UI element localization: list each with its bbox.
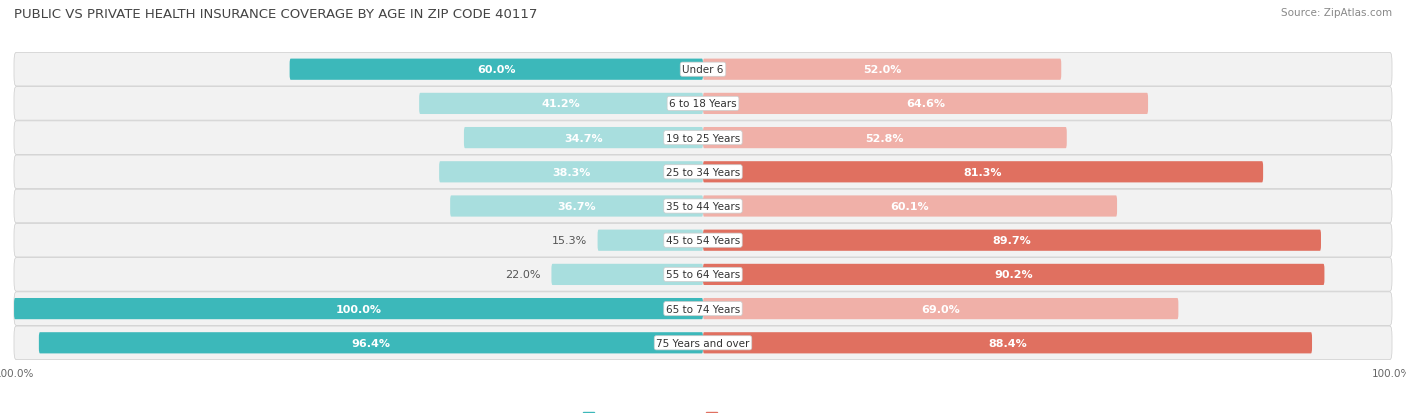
FancyBboxPatch shape xyxy=(450,196,703,217)
Text: 69.0%: 69.0% xyxy=(921,304,960,314)
Text: 22.0%: 22.0% xyxy=(506,270,541,280)
FancyBboxPatch shape xyxy=(419,94,703,115)
FancyBboxPatch shape xyxy=(703,264,1324,285)
FancyBboxPatch shape xyxy=(290,59,703,81)
Text: 45 to 54 Years: 45 to 54 Years xyxy=(666,236,740,246)
Text: 19 to 25 Years: 19 to 25 Years xyxy=(666,133,740,143)
Text: 35 to 44 Years: 35 to 44 Years xyxy=(666,202,740,211)
Text: 96.4%: 96.4% xyxy=(352,338,391,348)
Text: 34.7%: 34.7% xyxy=(564,133,603,143)
FancyBboxPatch shape xyxy=(14,88,1392,121)
FancyBboxPatch shape xyxy=(703,298,1178,319)
Text: 81.3%: 81.3% xyxy=(963,167,1002,177)
FancyBboxPatch shape xyxy=(703,94,1149,115)
Text: 75 Years and over: 75 Years and over xyxy=(657,338,749,348)
FancyBboxPatch shape xyxy=(703,196,1116,217)
FancyBboxPatch shape xyxy=(464,128,703,149)
FancyBboxPatch shape xyxy=(703,230,1322,251)
Text: 55 to 64 Years: 55 to 64 Years xyxy=(666,270,740,280)
FancyBboxPatch shape xyxy=(703,162,1263,183)
Text: 25 to 34 Years: 25 to 34 Years xyxy=(666,167,740,177)
Text: 60.1%: 60.1% xyxy=(891,202,929,211)
Text: 6 to 18 Years: 6 to 18 Years xyxy=(669,99,737,109)
Text: 41.2%: 41.2% xyxy=(541,99,581,109)
FancyBboxPatch shape xyxy=(39,332,703,354)
Text: Source: ZipAtlas.com: Source: ZipAtlas.com xyxy=(1281,8,1392,18)
Text: 60.0%: 60.0% xyxy=(477,65,516,75)
Text: 52.0%: 52.0% xyxy=(863,65,901,75)
FancyBboxPatch shape xyxy=(14,121,1392,155)
FancyBboxPatch shape xyxy=(703,128,1067,149)
Text: 90.2%: 90.2% xyxy=(994,270,1033,280)
Text: 36.7%: 36.7% xyxy=(557,202,596,211)
FancyBboxPatch shape xyxy=(14,292,1392,325)
Text: Under 6: Under 6 xyxy=(682,65,724,75)
FancyBboxPatch shape xyxy=(14,190,1392,223)
Text: 100.0%: 100.0% xyxy=(336,304,381,314)
FancyBboxPatch shape xyxy=(14,326,1392,360)
FancyBboxPatch shape xyxy=(703,59,1062,81)
Text: 38.3%: 38.3% xyxy=(553,167,591,177)
Legend: Public Insurance, Private Insurance: Public Insurance, Private Insurance xyxy=(579,408,827,413)
Text: 89.7%: 89.7% xyxy=(993,236,1032,246)
Text: 88.4%: 88.4% xyxy=(988,338,1026,348)
Text: 52.8%: 52.8% xyxy=(866,133,904,143)
FancyBboxPatch shape xyxy=(14,53,1392,87)
FancyBboxPatch shape xyxy=(439,162,703,183)
Text: 15.3%: 15.3% xyxy=(553,236,588,246)
Text: 64.6%: 64.6% xyxy=(905,99,945,109)
FancyBboxPatch shape xyxy=(14,298,703,319)
FancyBboxPatch shape xyxy=(703,332,1312,354)
Text: PUBLIC VS PRIVATE HEALTH INSURANCE COVERAGE BY AGE IN ZIP CODE 40117: PUBLIC VS PRIVATE HEALTH INSURANCE COVER… xyxy=(14,8,537,21)
Text: 65 to 74 Years: 65 to 74 Years xyxy=(666,304,740,314)
FancyBboxPatch shape xyxy=(551,264,703,285)
FancyBboxPatch shape xyxy=(14,156,1392,189)
FancyBboxPatch shape xyxy=(14,224,1392,257)
FancyBboxPatch shape xyxy=(598,230,703,251)
FancyBboxPatch shape xyxy=(14,258,1392,292)
